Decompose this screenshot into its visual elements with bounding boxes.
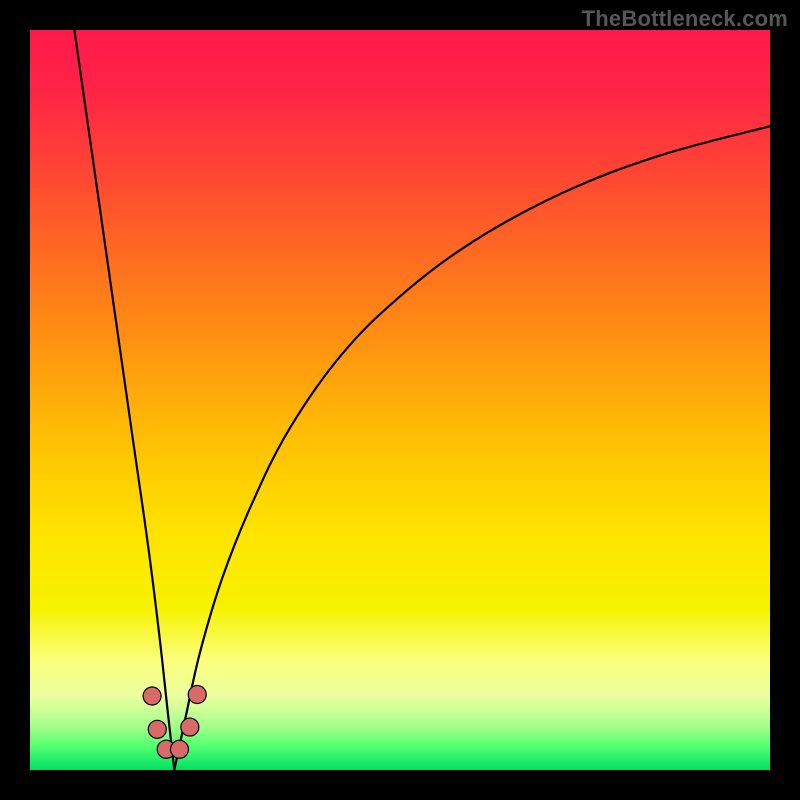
data-marker bbox=[148, 720, 166, 738]
curve-layer bbox=[30, 30, 770, 770]
data-marker bbox=[181, 718, 199, 736]
watermark-label: TheBottleneck.com bbox=[582, 6, 788, 32]
data-marker bbox=[143, 687, 161, 705]
chart-frame: TheBottleneck.com bbox=[0, 0, 800, 800]
plot-area bbox=[30, 30, 770, 770]
data-marker bbox=[188, 686, 206, 704]
curve-left-branch bbox=[74, 30, 174, 770]
curve-right-branch bbox=[174, 126, 770, 770]
data-marker bbox=[170, 740, 188, 758]
